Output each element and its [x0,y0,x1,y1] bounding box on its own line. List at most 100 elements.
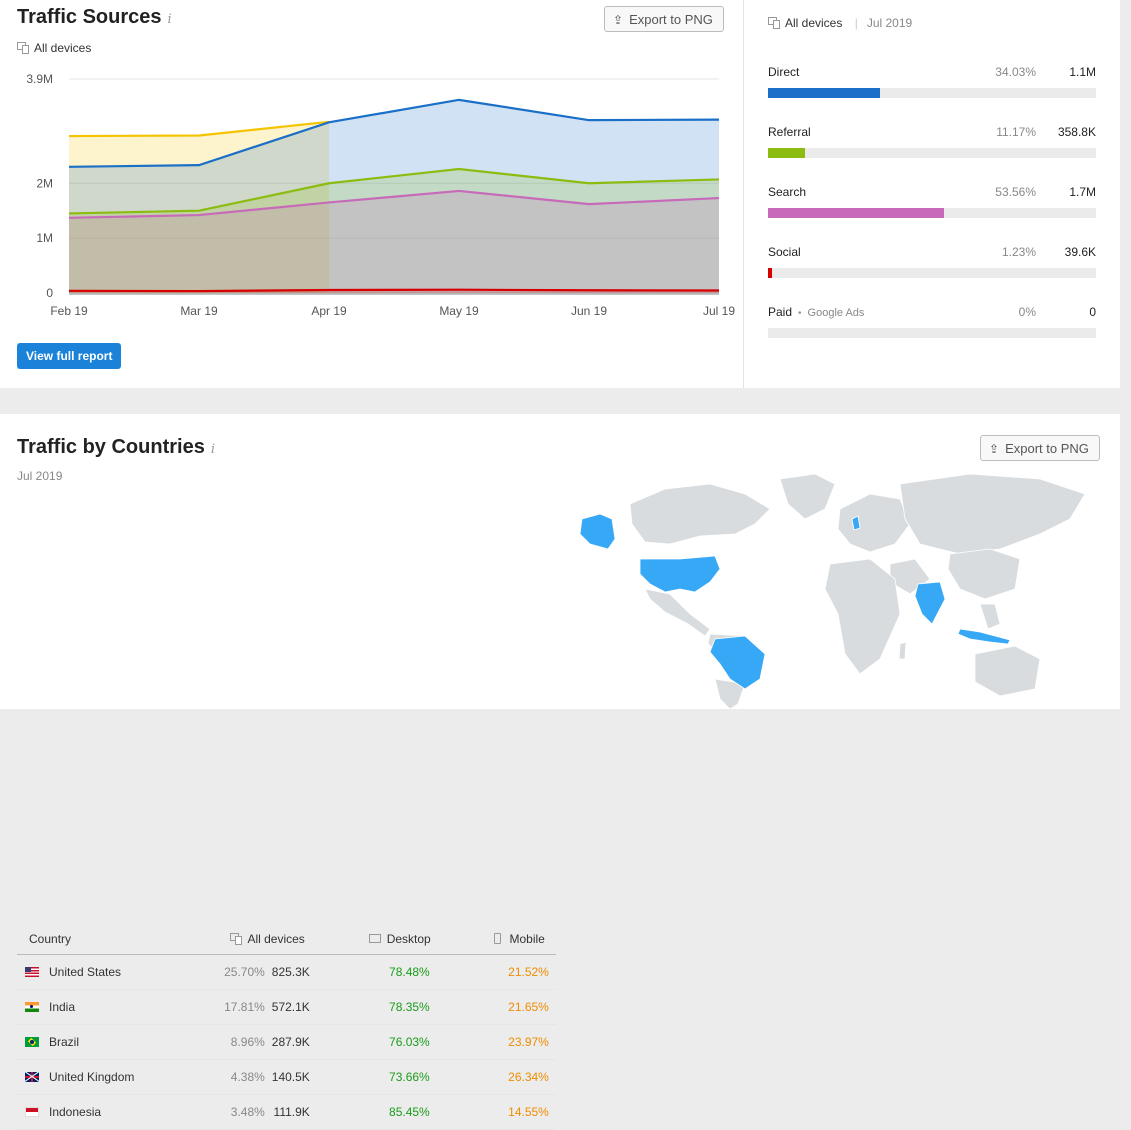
export-icon: ⇪ [613,13,624,27]
all-devices-cell: 4.38% 140.5K [209,1059,319,1095]
all-devices-header-label: All devices [247,932,305,946]
series-area-0 [69,121,329,293]
map-india [914,581,946,625]
mobile-cell: 21.65% [437,989,556,1025]
source-bar-track [768,208,1096,218]
desktop-cell: 78.35% [318,989,438,1025]
traffic-by-countries-title: Traffic by Countries i [17,436,215,459]
table-row[interactable]: United Kingdom 4.38% 140.5K 73.66% 26.34% [17,1059,556,1095]
series-line-3[interactable] [68,189,720,219]
map-china [947,548,1021,600]
country-name: Indonesia [49,1105,102,1119]
traffic-by-countries-title-text: Traffic by Countries [17,436,205,458]
source-label: Paid • Google Ads [768,305,864,319]
source-bar-fill [768,268,773,278]
export-to-png-button[interactable]: ⇪ Export to PNG [980,435,1100,461]
source-sublabel: Google Ads [807,307,865,319]
source-bar-track [768,148,1096,158]
india-flag [25,1002,39,1012]
map-australia [974,645,1041,697]
country-traffic: 825.3K [271,965,310,979]
map-canada [629,483,771,545]
desktop-column-header[interactable]: Desktop [318,924,438,955]
table-row[interactable]: India 17.81% 572.1K 78.35% 21.65% [17,989,556,1025]
x-tick-label: Jun 19 [571,304,607,318]
map-europe [837,493,911,553]
map-southeast-asia [979,603,1001,630]
source-name: Search [768,185,807,199]
all-devices-cell: 25.70% 825.3K [209,954,319,990]
desktop-share: 78.48% [389,965,430,979]
country-traffic: 140.5K [271,1070,310,1084]
map-uk [851,515,861,531]
country-name: India [49,1000,76,1014]
export-to-png-button[interactable]: ⇪ Export to PNG [604,6,724,32]
source-label: Search [768,185,806,199]
country-share: 17.81% [224,1000,265,1014]
table-row[interactable]: Indonesia 3.48% 111.9K 85.45% 14.55% [17,1094,556,1130]
mobile-share: 26.34% [508,1070,549,1084]
traffic-chart: 0 1M 2M 3.9M Feb 19 Mar 19 Apr 19 May 19 Jun 19… [26,72,735,318]
mobile-cell: 26.34% [437,1059,556,1095]
desktop-header-label: Desktop [386,932,431,946]
all-devices-cell: 8.96% 287.9K [209,1024,319,1060]
source-value: 1.1M [1069,65,1096,79]
info-icon[interactable]: i [210,442,215,457]
series-line-2[interactable] [68,167,720,215]
country-cell[interactable]: United States [17,954,210,990]
devices-icon [768,17,780,29]
table-row[interactable]: United States 25.70% 825.3K 78.48% 21.52% [17,954,556,990]
country-cell[interactable]: Brazil [17,1024,210,1060]
series-line-1[interactable] [68,98,720,168]
source-bar-fill [768,208,944,218]
country-cell[interactable]: United Kingdom [17,1059,210,1095]
source-value: 1.7M [1069,185,1096,199]
bullet: • [798,308,802,319]
series-line-4[interactable] [68,288,720,293]
map-mexico-central [644,588,711,637]
x-tick-label: May 19 [439,304,479,318]
device-filter[interactable]: All devices [17,41,91,55]
source-label: Referral [768,125,811,139]
mobile-column-header[interactable]: Mobile [437,924,556,955]
map-indonesia [957,628,1011,645]
source-bar-fill [768,148,805,158]
source-bar-track [768,88,1096,98]
map-brazil [709,635,766,690]
map-alaska [579,513,616,550]
x-tick-label: Apr 19 [311,304,347,318]
country-share: 8.96% [230,1035,265,1049]
table-row[interactable]: Brazil 8.96% 287.9K 76.03% 23.97% [17,1024,556,1060]
desktop-cell: 76.03% [318,1024,438,1060]
country-cell[interactable]: India [17,989,210,1025]
source-value: 358.8K [1057,125,1096,139]
country-cell[interactable]: Indonesia [17,1094,210,1130]
period-label: Jul 2019 [866,16,913,30]
country-share: 3.48% [230,1105,265,1119]
mobile-cell: 21.52% [437,954,556,990]
desktop-share: 85.45% [389,1105,430,1119]
mobile-cell: 14.55% [437,1094,556,1130]
view-full-report-button[interactable]: View full report [17,343,122,369]
devices-icon [230,933,243,945]
mobile-share: 14.55% [508,1105,549,1119]
desktop-cell: 78.48% [318,954,438,990]
export-icon: ⇪ [989,442,1000,456]
all-devices-cell: 17.81% 572.1K [209,989,319,1025]
desktop-share: 78.35% [389,1000,430,1014]
all-devices-cell: 3.48% 111.9K [209,1094,319,1130]
traffic-sources-title: Traffic Sources i [17,6,172,29]
traffic-sources-title-text: Traffic Sources [17,6,162,28]
series-line-0[interactable] [68,120,330,138]
all-devices-column-header[interactable]: All devices [209,924,319,955]
countries-table: Country All devices Desktop Mobile Unite… [17,924,556,1130]
info-icon[interactable]: i [167,12,172,27]
mobile-header-label: Mobile [509,932,545,946]
export-label: Export to PNG [629,12,713,27]
mobile-cell: 23.97% [437,1024,556,1060]
country-name: United States [49,965,122,979]
source-name: Direct [768,65,800,79]
device-filter-label: All devices [34,41,92,55]
country-column-header[interactable]: Country [17,924,210,955]
y-tick-label: 0 [46,286,53,300]
